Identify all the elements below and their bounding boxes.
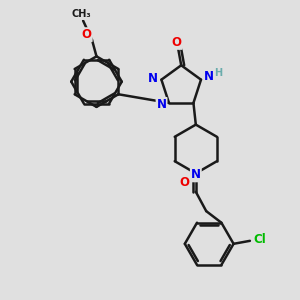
Text: N: N	[157, 98, 166, 111]
Text: O: O	[172, 36, 182, 49]
Text: O: O	[179, 176, 190, 189]
Text: N: N	[191, 168, 201, 182]
Text: Cl: Cl	[253, 233, 266, 246]
Text: H: H	[214, 68, 222, 78]
Text: N: N	[148, 72, 158, 85]
Text: O: O	[82, 28, 92, 41]
Text: CH₃: CH₃	[72, 9, 92, 19]
Text: N: N	[204, 70, 214, 83]
